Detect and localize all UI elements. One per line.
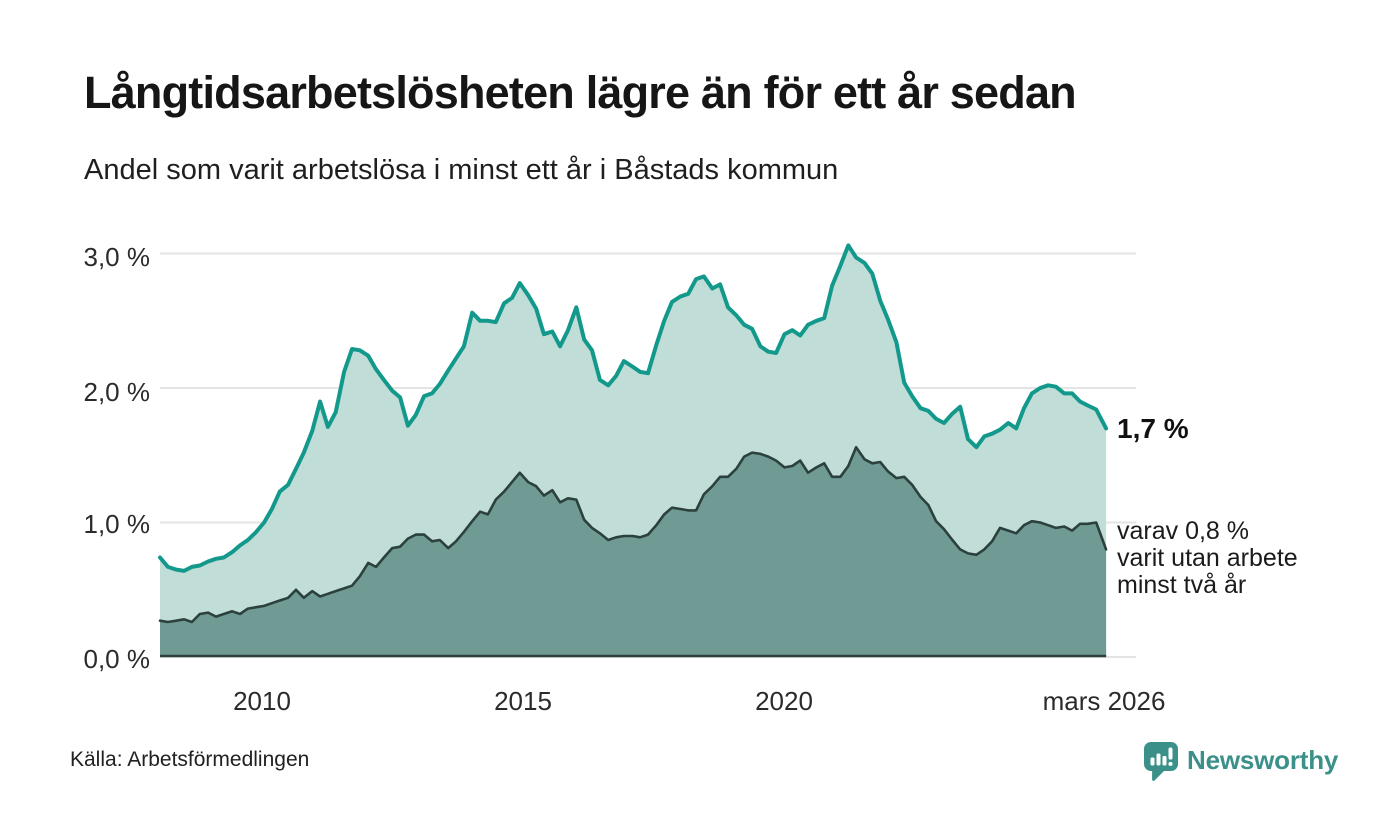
newsworthy-wordmark: Newsworthy xyxy=(1187,745,1339,775)
source-attribution: Källa: Arbetsförmedlingen xyxy=(70,748,310,771)
latest-value-label-one-year: 1,7 % xyxy=(1117,413,1189,444)
annotation-line-2: varit utan arbete xyxy=(1117,544,1298,572)
x-axis-tick-2020: 2020 xyxy=(755,686,813,716)
line-two-years xyxy=(158,445,1108,624)
y-axis-tick-1: 1,0 % xyxy=(83,509,151,539)
line-one-year xyxy=(158,243,1109,573)
chart-subtitle: Andel som varit arbetslösa i minst ett å… xyxy=(84,154,839,186)
y-axis-tick-3: 3,0 % xyxy=(83,242,151,272)
annotation-line-3: minst två år xyxy=(1117,571,1247,599)
x-axis-tick-2010: 2010 xyxy=(233,686,291,716)
y-axis-tick-2: 2,0 % xyxy=(83,377,151,407)
x-axis-tick-2015: 2015 xyxy=(494,686,552,716)
page-title: Långtidsarbetslösheten lägre än för ett … xyxy=(84,67,1077,118)
area-fill-two-years xyxy=(160,447,1107,657)
x-axis-tick-mars-2026: mars 2026 xyxy=(1042,686,1166,716)
annotation-line-1: varav 0,8 % xyxy=(1117,517,1250,545)
latest-value-label-two-years: varav 0,8 % varit utan arbete minst två … xyxy=(1117,518,1367,599)
y-axis-tick-0: 0,0 % xyxy=(83,644,151,674)
newsworthy-bubble-icon xyxy=(1144,742,1178,781)
newsworthy-logo: Newsworthy xyxy=(1144,742,1374,786)
